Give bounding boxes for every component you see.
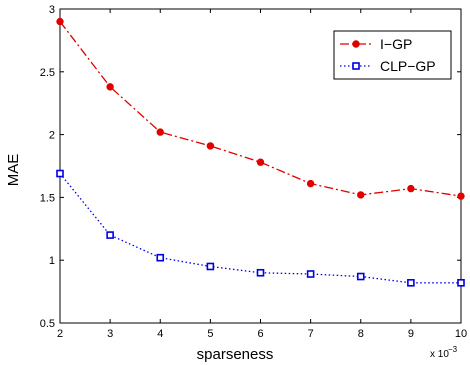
- legend-label: I−GP: [380, 36, 412, 52]
- data-point: [56, 17, 64, 26]
- data-point-sample: [352, 40, 360, 48]
- y-tick-label: 0.5: [40, 318, 55, 330]
- data-point: [156, 253, 165, 262]
- data-point: [356, 272, 365, 281]
- x-tick-label: 7: [308, 328, 314, 340]
- data-point: [306, 270, 315, 278]
- x-axis-label: sparseness: [197, 346, 274, 363]
- x-tick-label: 2: [57, 328, 63, 340]
- y-tick-label: 2: [49, 130, 55, 142]
- y-tick-label: 2.5: [40, 67, 55, 79]
- x-multiplier-base: x 10: [430, 349, 449, 360]
- data-point: [256, 268, 265, 277]
- x-axis-multiplier: x 10 −3: [430, 345, 458, 360]
- legend: I−GP CLP−GP: [333, 30, 452, 80]
- legend-label: CLP−GP: [380, 58, 436, 74]
- data-point: [56, 169, 64, 178]
- y-tick-label: 1: [49, 255, 55, 267]
- data-point: [457, 192, 465, 200]
- x-tick-label: 6: [257, 328, 263, 340]
- x-tick-label: 3: [107, 328, 113, 340]
- data-point: [106, 231, 114, 239]
- data-point: [457, 279, 465, 287]
- x-tick-label: 10: [455, 328, 467, 340]
- series-clp-gp: [56, 169, 465, 287]
- y-tick-label: 1.5: [40, 192, 55, 204]
- legend-item: CLP−GP: [340, 58, 436, 74]
- data-point: [106, 83, 114, 91]
- series-i-gp: [56, 17, 465, 200]
- data-point-sample: [352, 62, 360, 70]
- data-point: [256, 158, 265, 166]
- x-tick-label: 4: [157, 328, 163, 340]
- data-point: [306, 179, 315, 188]
- x-tick-label: 9: [408, 328, 414, 340]
- x-axis: 2 3 4 5 6 7 8 9 10: [57, 9, 467, 340]
- x-tick-label: 8: [358, 328, 364, 340]
- legend-box: [333, 30, 452, 80]
- series-layer: [56, 17, 465, 287]
- data-point: [407, 279, 415, 287]
- data-point: [206, 142, 215, 150]
- data-point: [206, 262, 215, 271]
- x-tick-label: 5: [207, 328, 213, 340]
- data-point: [357, 191, 365, 199]
- y-axis-label: MAE: [5, 154, 22, 187]
- data-point: [407, 184, 415, 193]
- y-axis: 0.5 1 1.5 2 2.5 3: [40, 4, 461, 330]
- y-tick-label: 3: [49, 4, 55, 16]
- x-multiplier-exponent: −3: [448, 345, 458, 354]
- legend-item: I−GP: [340, 36, 412, 52]
- series-line: [59, 21, 462, 197]
- data-point: [156, 128, 164, 136]
